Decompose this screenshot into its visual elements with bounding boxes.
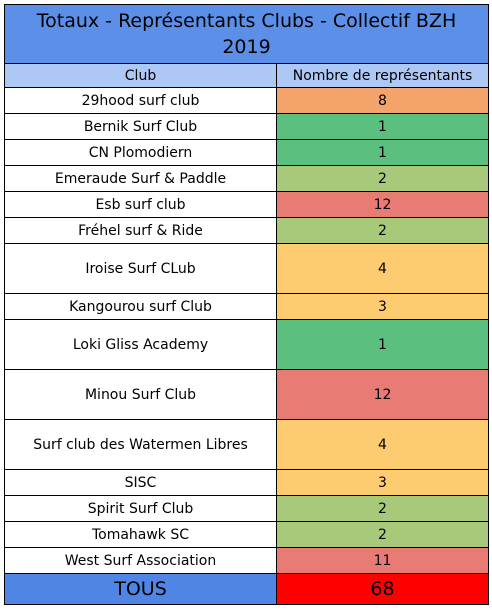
club-name-cell[interactable]: Tomahawk SC bbox=[4, 521, 277, 548]
total-row: TOUS 68 bbox=[4, 573, 490, 605]
club-name-cell[interactable]: Surf club des Watermen Libres bbox=[4, 419, 277, 470]
representatives-count-cell[interactable]: 2 bbox=[275, 217, 490, 244]
total-label[interactable]: TOUS bbox=[4, 573, 277, 605]
representatives-count-cell[interactable]: 4 bbox=[275, 243, 490, 294]
club-name-cell[interactable]: Loki Gliss Academy bbox=[4, 319, 277, 370]
table-row: Esb surf club 12 bbox=[4, 191, 490, 218]
header-count[interactable]: Nombre de représentants bbox=[275, 63, 490, 88]
title-line-1: Totaux - Représentants Clubs - Collectif… bbox=[36, 10, 457, 32]
club-name-cell[interactable]: Minou Surf Club bbox=[4, 369, 277, 420]
table-row: SISC 3 bbox=[4, 469, 490, 496]
table-row: 29hood surf club 8 bbox=[4, 87, 490, 114]
representatives-count-cell[interactable]: 8 bbox=[275, 87, 490, 114]
header-club[interactable]: Club bbox=[4, 63, 277, 88]
table-row: Spirit Surf Club 2 bbox=[4, 495, 490, 522]
representatives-count-cell[interactable]: 12 bbox=[275, 369, 490, 420]
table-row: Surf club des Watermen Libres 4 bbox=[4, 419, 490, 470]
club-name-cell[interactable]: West Surf Association bbox=[4, 547, 277, 574]
table-row: Loki Gliss Academy 1 bbox=[4, 319, 490, 370]
representatives-count-cell[interactable]: 2 bbox=[275, 521, 490, 548]
table-row: Kangourou surf Club 3 bbox=[4, 293, 490, 320]
table-row: Bernik Surf Club 1 bbox=[4, 113, 490, 140]
header-row: Club Nombre de représentants bbox=[4, 63, 490, 88]
club-name-cell[interactable]: CN Plomodiern bbox=[4, 139, 277, 166]
table-body: 29hood surf club 8 Bernik Surf Club 1 CN Plo… bbox=[4, 87, 490, 574]
representatives-count-cell[interactable]: 12 bbox=[275, 191, 490, 218]
representatives-count-cell[interactable]: 3 bbox=[275, 293, 490, 320]
table-row: Iroise Surf CLub 4 bbox=[4, 243, 490, 294]
table-row: Tomahawk SC 2 bbox=[4, 521, 490, 548]
representatives-count-cell[interactable]: 3 bbox=[275, 469, 490, 496]
club-name-cell[interactable]: Fréhel surf & Ride bbox=[4, 217, 277, 244]
representatives-count-cell[interactable]: 4 bbox=[275, 419, 490, 470]
representatives-count-cell[interactable]: 1 bbox=[275, 319, 490, 370]
club-name-cell[interactable]: Emeraude Surf & Paddle bbox=[4, 165, 277, 192]
total-count[interactable]: 68 bbox=[275, 573, 490, 605]
club-name-cell[interactable]: 29hood surf club bbox=[4, 87, 277, 114]
club-name-cell[interactable]: Spirit Surf Club bbox=[4, 495, 277, 522]
club-name-cell[interactable]: Bernik Surf Club bbox=[4, 113, 277, 140]
table-title[interactable]: Totaux - Représentants Clubs - Collectif… bbox=[3, 4, 490, 64]
table-row: Minou Surf Club 12 bbox=[4, 369, 490, 420]
table-row: CN Plomodiern 1 bbox=[4, 139, 490, 166]
table-row: Emeraude Surf & Paddle 2 bbox=[4, 165, 490, 192]
club-name-cell[interactable]: Esb surf club bbox=[4, 191, 277, 218]
table-row: Fréhel surf & Ride 2 bbox=[4, 217, 490, 244]
table-row: West Surf Association 11 bbox=[4, 547, 490, 574]
club-name-cell[interactable]: Kangourou surf Club bbox=[4, 293, 277, 320]
representatives-count-cell[interactable]: 11 bbox=[275, 547, 490, 574]
representatives-count-cell[interactable]: 1 bbox=[275, 113, 490, 140]
representatives-table: Totaux - Représentants Clubs - Collectif… bbox=[3, 4, 490, 605]
club-name-cell[interactable]: Iroise Surf CLub bbox=[4, 243, 277, 294]
title-row: Totaux - Représentants Clubs - Collectif… bbox=[3, 4, 490, 64]
representatives-count-cell[interactable]: 2 bbox=[275, 165, 490, 192]
representatives-count-cell[interactable]: 2 bbox=[275, 495, 490, 522]
representatives-count-cell[interactable]: 1 bbox=[275, 139, 490, 166]
club-name-cell[interactable]: SISC bbox=[4, 469, 277, 496]
title-line-2: 2019 bbox=[222, 36, 271, 58]
